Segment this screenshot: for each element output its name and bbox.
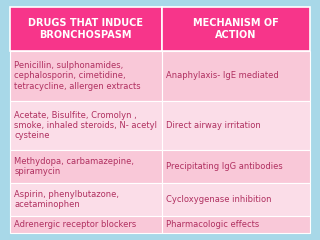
Bar: [162, 216, 310, 233]
Bar: [10, 150, 162, 183]
Bar: [162, 101, 310, 150]
Bar: [10, 183, 162, 216]
Text: Pharmacologic effects: Pharmacologic effects: [166, 220, 260, 229]
Text: Precipitating IgG antibodies: Precipitating IgG antibodies: [166, 162, 283, 171]
Bar: [10, 101, 162, 150]
Text: Direct airway irritation: Direct airway irritation: [166, 121, 261, 130]
Text: Adrenergic receptor blockers: Adrenergic receptor blockers: [14, 220, 137, 229]
Text: Penicillin, sulphonamides,
cephalosporin, cimetidine,
tetracycline, allergen ext: Penicillin, sulphonamides, cephalosporin…: [14, 61, 141, 91]
Text: Cycloxygenase inhibition: Cycloxygenase inhibition: [166, 195, 272, 204]
Bar: [162, 7, 310, 51]
Bar: [162, 51, 310, 101]
Bar: [162, 150, 310, 183]
Bar: [10, 7, 162, 51]
Text: MECHANISM OF
ACTION: MECHANISM OF ACTION: [193, 18, 279, 40]
Text: Aspirin, phenylbutazone,
acetaminophen: Aspirin, phenylbutazone, acetaminophen: [14, 190, 119, 210]
Bar: [162, 183, 310, 216]
Bar: [10, 51, 162, 101]
Text: Methydopa, carbamazepine,
spiramycin: Methydopa, carbamazepine, spiramycin: [14, 157, 134, 176]
Bar: [10, 216, 162, 233]
Text: Anaphylaxis- IgE mediated: Anaphylaxis- IgE mediated: [166, 72, 279, 80]
Text: DRUGS THAT INDUCE
BRONCHOSPASM: DRUGS THAT INDUCE BRONCHOSPASM: [28, 18, 143, 40]
Text: Acetate, Bisulfite, Cromolyn ,
smoke, inhaled steroids, N- acetyl
cysteine: Acetate, Bisulfite, Cromolyn , smoke, in…: [14, 111, 157, 140]
